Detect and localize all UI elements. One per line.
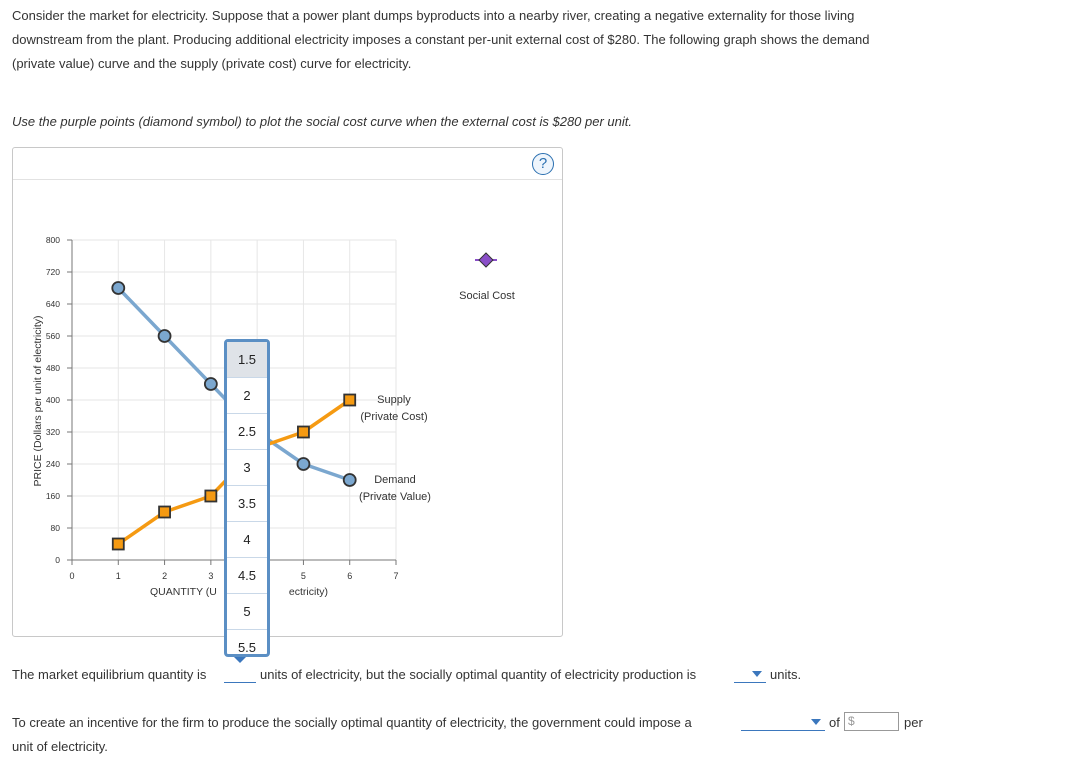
demand-point[interactable] [157, 329, 172, 343]
legend-layer: Social Cost Supply (Private Cost) Demand… [359, 252, 515, 503]
instruction-text: Use the purple points (diamond symbol) t… [12, 114, 632, 129]
q2-text-line2: unit of electricity. [12, 739, 108, 754]
y-tick-label: 400 [46, 395, 60, 405]
label-supply-line2: (Private Cost) [360, 411, 427, 423]
dropdown-option[interactable]: 5.5 [237, 640, 257, 655]
demand-point[interactable] [296, 457, 311, 471]
dropdown-open-caret-icon[interactable] [234, 657, 246, 663]
x-axis-label: QUANTITY (U ectricity) [150, 586, 328, 598]
q2-text-a: To create an incentive for the firm to p… [12, 715, 692, 730]
quantity-dropdown-list[interactable]: 1.5 2 2.5 3 3.5 4 4.5 5 5.5 [224, 339, 270, 657]
supply-point[interactable] [158, 505, 171, 519]
q2-text-of: of [829, 715, 840, 730]
x-tick-label: 3 [208, 571, 213, 581]
x-tick-label: 5 [301, 571, 306, 581]
q2-text-per: per [904, 715, 923, 730]
x-axis-label-left: QUANTITY (U [150, 586, 217, 598]
intro-line-3: (private value) curve and the supply (pr… [12, 56, 412, 71]
y-tick-label: 480 [46, 363, 60, 373]
y-tick-label: 640 [46, 299, 60, 309]
axis-layer: 0 1 2 3 4 5 6 7 0 80 160 240 320 400 480 560 640 720 800 [46, 235, 399, 581]
label-demand-line2: (Private Value) [359, 491, 431, 503]
dropdown-option[interactable]: 5 [227, 594, 267, 630]
graph-header-divider [13, 179, 562, 180]
y-tick-label: 160 [46, 491, 60, 501]
label-demand-line1: Demand [374, 474, 416, 486]
help-icon[interactable]: ? [532, 153, 554, 175]
x-tick-label: 0 [69, 571, 74, 581]
currency-prefix: $ [848, 714, 855, 728]
demand-point[interactable] [342, 473, 357, 487]
graph-panel: ? [12, 147, 563, 637]
intro-line-2: downstream from the plant. Producing add… [12, 32, 870, 47]
supply-point[interactable] [111, 537, 125, 551]
y-tick-label: 800 [46, 235, 60, 245]
policy-amount-input[interactable]: $ [844, 712, 899, 731]
dropdown-option[interactable]: 3 [227, 450, 267, 486]
dropdown-option[interactable]: 2.5 [227, 414, 267, 450]
q1-text-b: units of electricity, but the socially o… [260, 667, 697, 682]
y-axis-label: PRICE (Dollars per unit of electricity) [32, 315, 44, 487]
dropdown-option[interactable]: 4 [227, 522, 267, 558]
chevron-down-icon [811, 719, 821, 725]
y-tick-label: 240 [46, 459, 60, 469]
dropdown-option[interactable]: 2 [227, 378, 267, 414]
q1-text-a: The market equilibrium quantity is [12, 667, 207, 682]
y-tick-label: 80 [51, 523, 61, 533]
x-tick-label: 1 [116, 571, 121, 581]
problem-intro: Consider the market for electricity. Sup… [12, 4, 1062, 76]
equilibrium-quantity-select[interactable] [224, 666, 256, 683]
supply-point[interactable] [297, 425, 310, 439]
demand-point[interactable] [203, 377, 218, 391]
chevron-down-icon [752, 671, 762, 677]
x-tick-label: 2 [162, 571, 167, 581]
q1-text-c: units. [770, 667, 802, 682]
x-axis-label-right: ectricity) [288, 586, 328, 598]
supply-point[interactable] [204, 489, 218, 503]
label-supply-line1: Supply [377, 394, 411, 406]
y-tick-label: 720 [46, 267, 60, 277]
x-tick-label: 7 [393, 571, 398, 581]
demand-point[interactable] [111, 281, 126, 295]
x-tick-label: 6 [347, 571, 352, 581]
dropdown-option[interactable]: 1.5 [227, 342, 267, 378]
dropdown-option[interactable]: 4.5 [227, 558, 267, 594]
intro-line-1: Consider the market for electricity. Sup… [12, 8, 855, 23]
y-tick-label: 560 [46, 331, 60, 341]
supply-point[interactable] [343, 393, 357, 407]
dropdown-option[interactable]: 3.5 [227, 486, 267, 522]
y-tick-label: 0 [55, 555, 60, 565]
social-cost-tool-diamond[interactable] [478, 252, 494, 268]
optimal-quantity-select[interactable] [734, 666, 766, 683]
policy-type-select[interactable] [741, 714, 825, 731]
y-tick-label: 320 [46, 427, 60, 437]
legend-social-cost: Social Cost [459, 290, 515, 302]
